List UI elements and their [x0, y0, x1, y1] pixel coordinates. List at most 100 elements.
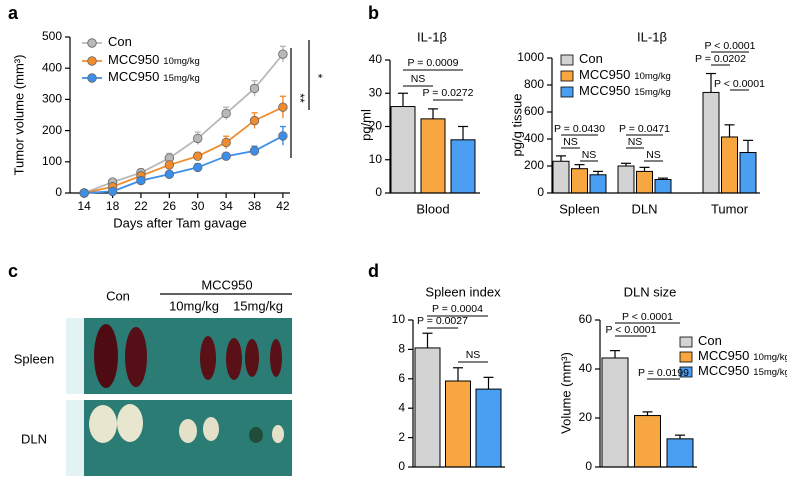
significance-label: P = 0.0027: [417, 315, 468, 327]
legend-swatch: [679, 336, 693, 348]
chart-title: IL-1β: [637, 29, 667, 44]
error-bar: [458, 125, 468, 140]
dose-label: 15mg/kg: [233, 298, 283, 313]
x-tick-label: 26: [163, 199, 177, 213]
bar: [666, 438, 694, 468]
significance-label: P = 0.0471: [619, 123, 670, 135]
legend-marker: [87, 38, 97, 48]
significance-label: P = 0.0430: [554, 123, 605, 135]
legend-swatch: [679, 351, 693, 363]
ruler: [66, 400, 84, 476]
significance-label: P = 0.0004: [432, 303, 483, 315]
legend-label: MCC950 15mg/kg: [108, 69, 200, 84]
x-tick-label: DLN: [631, 201, 657, 216]
significance-label: P < 0.0001: [705, 40, 756, 52]
chart-title: DLN size: [624, 284, 677, 299]
y-tick-label: 0: [537, 185, 544, 199]
significance-label: P = 0.0199: [638, 367, 689, 379]
y-tick-label: 200: [524, 158, 544, 172]
error-bar: [724, 124, 735, 137]
significance-label: *: [311, 74, 325, 79]
bar: [390, 106, 416, 194]
point: [79, 188, 89, 198]
y-tick-label: 4: [398, 400, 405, 414]
error-bar: [706, 72, 716, 93]
y-tick-label: 6: [398, 371, 405, 385]
point: [193, 162, 203, 173]
bar: [589, 174, 607, 194]
x-tick-label: 42: [276, 199, 290, 213]
significance-label: P = 0.0202: [695, 53, 746, 65]
significance-label: P < 0.0001: [714, 78, 765, 90]
error-bar: [675, 434, 685, 439]
lymph-node: [203, 417, 219, 441]
y-tick-label: 8: [398, 342, 405, 356]
y-tick-label: 1000: [517, 50, 544, 64]
y-tick-label: 10: [392, 312, 406, 326]
x-tick-label: 18: [106, 199, 120, 213]
legend-dose: 10mg/kg: [634, 71, 670, 82]
legend-dose: 10mg/kg: [753, 352, 787, 363]
y-tick-label: 300: [42, 92, 62, 106]
bar: [702, 91, 720, 194]
series-line: [84, 106, 284, 194]
significance-label: P = 0.0009: [408, 57, 459, 69]
bar: [721, 136, 738, 194]
legend-label: MCC950 10mg/kg: [579, 67, 671, 82]
y-tick-label: 0: [398, 459, 405, 473]
y-tick-label: 500: [42, 29, 62, 43]
x-tick-label: 22: [134, 199, 148, 213]
lymph-node: [117, 404, 143, 442]
significance-label: NS: [582, 149, 597, 161]
y-axis-label: pg/g tissue: [509, 94, 524, 157]
lymph-node: [89, 405, 117, 443]
x-tick-label: Tumor: [711, 201, 749, 216]
legend-label: MCC950 15mg/kg: [698, 363, 787, 378]
point: [164, 160, 175, 170]
error-bar: [610, 350, 620, 358]
bar: [450, 139, 476, 194]
point: [221, 151, 231, 161]
y-tick-label: 400: [42, 60, 62, 74]
legend-marker: [87, 73, 97, 83]
point: [193, 151, 203, 161]
point: [107, 186, 118, 197]
legend-name: MCC950: [579, 83, 630, 98]
legend-name: MCC950: [579, 67, 630, 82]
legend-name: MCC950: [698, 348, 749, 363]
y-tick-label: 0: [55, 185, 62, 199]
y-tick-label: 0: [585, 459, 592, 473]
bar: [475, 388, 502, 468]
bar: [617, 165, 635, 194]
bar: [414, 347, 441, 468]
group-label: Con: [106, 288, 130, 303]
legend-dose: 15mg/kg: [634, 87, 670, 98]
legend-label: Con: [108, 34, 132, 49]
legend-swatch: [560, 70, 574, 82]
y-axis-label: Volume (mm³): [558, 352, 573, 434]
point: [278, 131, 288, 141]
legend-name: MCC950: [108, 69, 159, 84]
significance-label: P < 0.0001: [606, 324, 657, 336]
spleen: [94, 324, 118, 388]
panel-label: b: [368, 3, 379, 23]
x-tick-label: Blood: [416, 201, 449, 216]
significance-label: NS: [628, 136, 643, 148]
y-tick-label: 20: [369, 119, 383, 133]
error-bar: [642, 411, 653, 416]
y-tick-label: 40: [579, 361, 593, 375]
error-bar: [556, 155, 566, 162]
error-bar: [453, 367, 463, 382]
y-tick-label: 200: [42, 123, 62, 137]
point: [164, 169, 175, 179]
significance-label: NS: [411, 73, 426, 85]
bar: [601, 357, 629, 468]
row-label: DLN: [21, 431, 47, 446]
series-line: [83, 53, 284, 194]
spleen: [200, 336, 216, 380]
legend-dose: 15mg/kg: [163, 73, 199, 84]
legend-swatch: [560, 86, 574, 98]
spleen: [125, 327, 147, 387]
lymph-node: [249, 427, 263, 443]
